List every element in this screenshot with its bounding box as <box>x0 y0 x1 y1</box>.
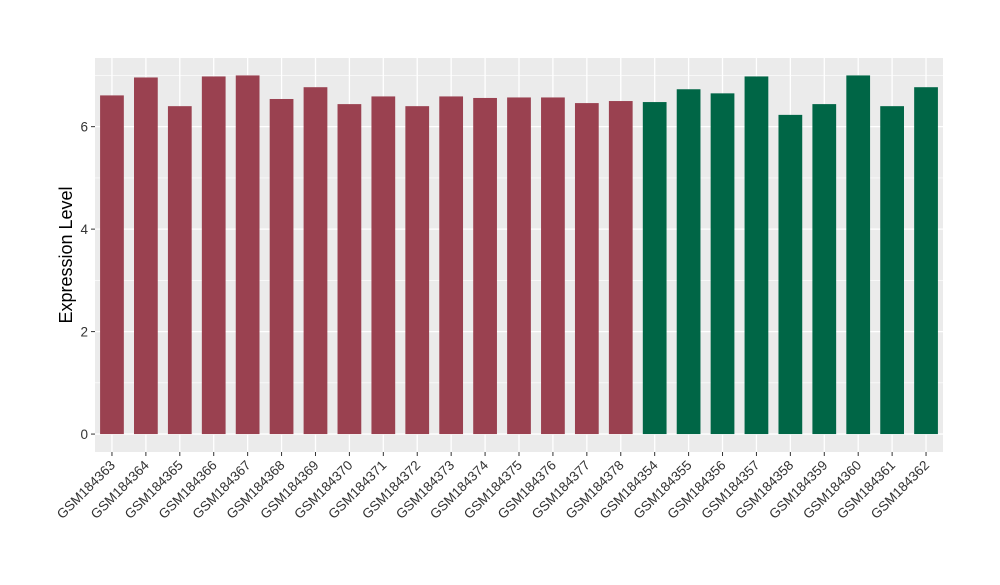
bar-GSM184372 <box>405 106 430 435</box>
bar-GSM184377 <box>574 103 599 435</box>
y-axis: 0 2 4 6 <box>80 120 95 442</box>
bar-GSM184360 <box>846 75 871 435</box>
bars <box>100 75 938 435</box>
x-axis: GSM184363GSM184364GSM184365GSM184366GSM1… <box>54 452 932 522</box>
bar-GSM184356 <box>710 93 735 435</box>
bar-GSM184358 <box>778 114 803 435</box>
bar-GSM184362 <box>914 87 938 435</box>
bar-GSM184363 <box>100 95 124 435</box>
bar-GSM184371 <box>371 96 396 435</box>
bar-GSM184354 <box>642 102 667 435</box>
bar-GSM184374 <box>473 97 497 435</box>
y-tick-label: 4 <box>80 222 88 237</box>
bar-GSM184361 <box>880 106 904 435</box>
bar-GSM184365 <box>167 106 192 435</box>
y-tick-label: 2 <box>80 325 88 340</box>
bar-GSM184364 <box>134 77 158 435</box>
bar-GSM184366 <box>201 76 226 435</box>
bar-GSM184359 <box>812 104 837 435</box>
bar-GSM184378 <box>608 101 633 435</box>
bar-GSM184355 <box>676 89 701 435</box>
bar-GSM184368 <box>269 98 294 435</box>
bar-GSM184370 <box>337 104 362 435</box>
y-axis-label: Expression Level <box>56 186 76 323</box>
bar-GSM184373 <box>439 96 464 435</box>
bar-GSM184375 <box>507 97 531 435</box>
bar-GSM184369 <box>303 87 328 435</box>
y-tick-label: 0 <box>80 427 88 442</box>
bar-GSM184357 <box>744 76 769 435</box>
y-tick-label: 6 <box>80 120 88 135</box>
bar-GSM184376 <box>541 97 565 435</box>
bar-GSM184367 <box>235 75 260 435</box>
